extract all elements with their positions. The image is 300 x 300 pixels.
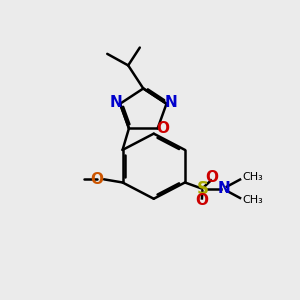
Text: S: S — [196, 180, 208, 198]
Text: O: O — [195, 194, 208, 208]
Text: N: N — [164, 95, 177, 110]
Text: N: N — [110, 95, 122, 110]
Text: O: O — [156, 121, 169, 136]
Text: CH₃: CH₃ — [242, 172, 263, 182]
Text: O: O — [90, 172, 103, 187]
Text: O: O — [206, 170, 219, 185]
Text: N: N — [218, 181, 231, 196]
Text: CH₃: CH₃ — [242, 195, 263, 205]
